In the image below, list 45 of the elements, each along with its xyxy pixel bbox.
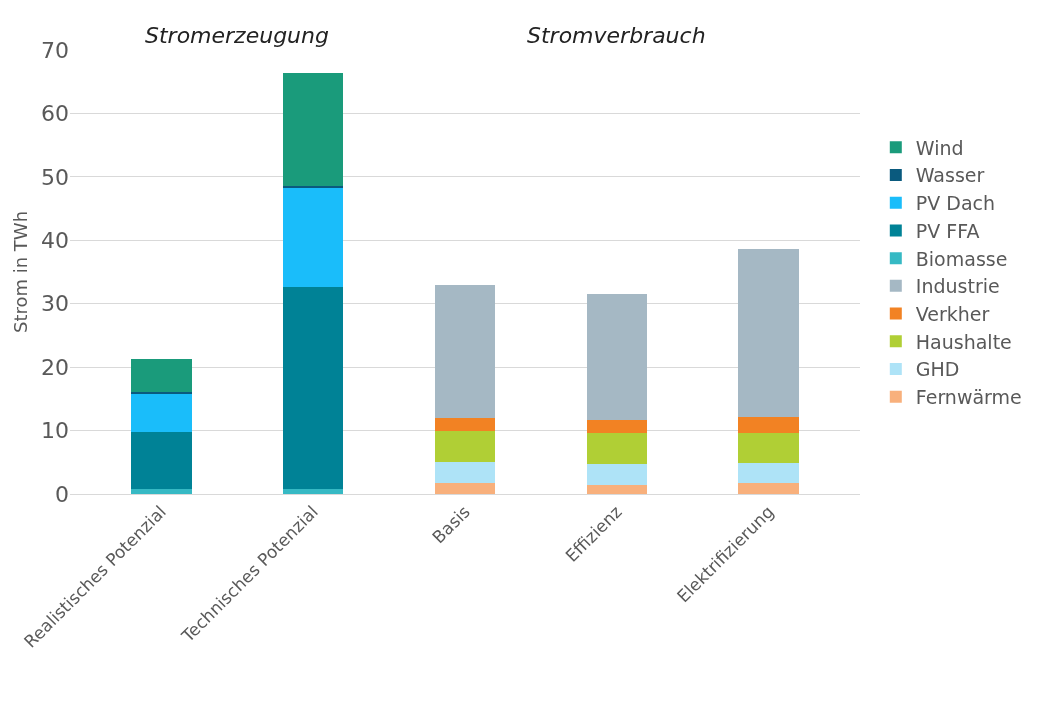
bar	[282, 187, 344, 287]
legend-label: Biomasse	[915, 247, 1008, 270]
bar	[586, 419, 648, 434]
legend-label: Haushalte	[915, 330, 1012, 353]
bar	[130, 393, 192, 432]
legend-label: Industrie	[915, 275, 1000, 298]
legend-label: Wind	[915, 136, 964, 159]
bar	[738, 416, 800, 434]
bar	[282, 488, 344, 494]
bar	[130, 358, 192, 392]
y-tick-label: 40	[41, 227, 69, 253]
bar	[282, 72, 344, 186]
legend-label: Verkher	[915, 302, 990, 325]
bar	[434, 483, 496, 494]
bar	[738, 433, 800, 463]
y-tick-label: 50	[41, 164, 69, 190]
bar	[130, 488, 192, 494]
bar	[434, 430, 496, 462]
bar	[738, 462, 800, 484]
bar	[586, 463, 648, 486]
bar	[130, 431, 192, 489]
bar	[434, 417, 496, 431]
legend-label: GHD	[915, 358, 960, 381]
y-tick-label: 30	[41, 291, 69, 317]
y-axis-title: Strom in TWh	[10, 210, 32, 334]
legend-label: PV Dach	[915, 192, 996, 215]
legend-label: Fernwärme	[915, 386, 1022, 409]
bar	[434, 461, 496, 484]
legend-label: PV FFA	[915, 219, 980, 242]
y-tick-label: 20	[41, 354, 69, 380]
bar	[738, 483, 800, 494]
text: Stromerzeugung	[145, 23, 329, 48]
bar	[586, 433, 648, 464]
bar	[586, 485, 648, 494]
bar	[586, 294, 648, 420]
bar	[282, 286, 344, 489]
text: Stromverbrauch	[527, 23, 706, 48]
y-tick-label: 10	[41, 418, 69, 444]
legend-label: Wasser	[915, 164, 985, 187]
y-tick-label: 70	[41, 37, 69, 63]
bar	[130, 391, 192, 394]
y-tick-label: 60	[41, 101, 69, 127]
bar	[738, 249, 800, 417]
bar	[434, 285, 496, 418]
y-tick-label: 0	[55, 481, 69, 507]
